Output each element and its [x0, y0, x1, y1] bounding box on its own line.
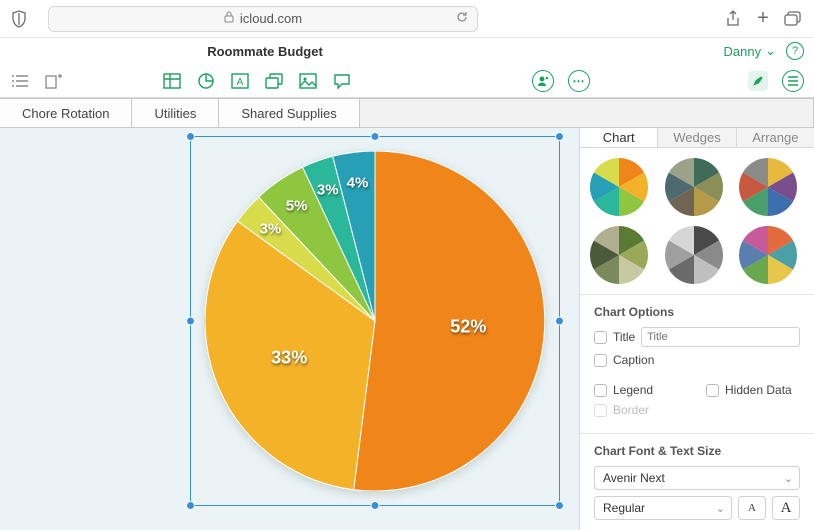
resize-handle[interactable]	[555, 501, 564, 510]
lock-icon	[224, 11, 234, 26]
insert-chart-icon[interactable]	[196, 71, 216, 91]
chart-font-heading: Chart Font & Text Size	[594, 444, 800, 458]
format-brush-icon[interactable]	[748, 71, 768, 91]
font-smaller-button[interactable]: A	[738, 496, 766, 520]
resize-handle[interactable]	[371, 132, 380, 141]
chart-style-option[interactable]	[665, 158, 723, 216]
font-weight-select[interactable]: Regular	[594, 496, 732, 520]
hidden-data-label: Hidden Data	[725, 383, 792, 397]
pie-slice-label: 3%	[317, 181, 339, 198]
user-menu[interactable]: Danny ⌄	[724, 43, 776, 59]
insert-table-icon[interactable]	[162, 71, 182, 91]
chart-options-heading: Chart Options	[594, 305, 800, 319]
share-icon[interactable]	[722, 8, 744, 30]
organize-icon[interactable]	[782, 70, 804, 92]
chevron-down-icon: ⌄	[765, 43, 776, 59]
hidden-data-checkbox[interactable]	[706, 384, 719, 397]
resize-handle[interactable]	[371, 501, 380, 510]
chart-style-option[interactable]	[590, 158, 648, 216]
resize-handle[interactable]	[186, 501, 195, 510]
spreadsheet-canvas[interactable]: 52%33%3%5%3%4%	[0, 128, 579, 530]
caption-checkbox[interactable]	[594, 354, 607, 367]
pie-chart[interactable]: 52%33%3%5%3%4%	[205, 151, 545, 491]
chart-style-option[interactable]	[665, 226, 723, 284]
document-title: Roommate Budget	[145, 44, 385, 59]
more-icon[interactable]: ⋯	[568, 70, 590, 92]
view-list-icon[interactable]	[10, 71, 30, 91]
pie-slice-label: 4%	[347, 174, 369, 191]
privacy-shield-icon[interactable]	[10, 10, 28, 28]
chart-style-option[interactable]	[590, 226, 648, 284]
resize-handle[interactable]	[555, 317, 564, 326]
tabs-overview-icon[interactable]	[782, 8, 804, 30]
address-bar[interactable]: icloud.com	[48, 6, 478, 32]
url-text: icloud.com	[240, 11, 302, 26]
sheet-tab[interactable]: Utilities	[132, 98, 219, 127]
border-checkbox	[594, 404, 607, 417]
resize-handle[interactable]	[555, 132, 564, 141]
inspector-tab[interactable]: Arrange	[737, 128, 814, 147]
add-category-icon[interactable]	[44, 71, 64, 91]
pie-slice-label: 52%	[450, 316, 486, 337]
sheet-tab[interactable]: Shared Supplies	[219, 98, 359, 127]
format-inspector: ChartWedgesArrange Chart Options Title C…	[579, 128, 814, 530]
title-input[interactable]	[641, 327, 800, 347]
legend-checkbox[interactable]	[594, 384, 607, 397]
svg-text:A: A	[237, 77, 244, 88]
pie-slice-label: 33%	[271, 348, 307, 369]
chart-style-option[interactable]	[739, 226, 797, 284]
inspector-tab[interactable]: Chart	[580, 128, 658, 147]
insert-shape-icon[interactable]	[264, 71, 284, 91]
new-tab-icon[interactable]: +	[752, 8, 774, 30]
inspector-tab[interactable]: Wedges	[658, 128, 736, 147]
font-family-select[interactable]: Avenir Next	[594, 466, 800, 490]
reload-icon[interactable]	[455, 10, 469, 27]
border-label: Border	[613, 403, 649, 417]
sheet-tab[interactable]: Chore Rotation	[0, 98, 132, 127]
help-icon[interactable]: ?	[786, 42, 804, 60]
font-larger-button[interactable]: A	[772, 496, 800, 520]
resize-handle[interactable]	[186, 132, 195, 141]
resize-handle[interactable]	[186, 317, 195, 326]
title-label: Title	[613, 330, 635, 344]
caption-label: Caption	[613, 353, 654, 367]
insert-comment-icon[interactable]	[332, 71, 352, 91]
user-name: Danny	[724, 44, 762, 59]
title-checkbox[interactable]	[594, 331, 607, 344]
chart-selection[interactable]: 52%33%3%5%3%4%	[190, 136, 560, 506]
chart-style-option[interactable]	[739, 158, 797, 216]
pie-slice-label: 3%	[260, 220, 282, 237]
chart-style-grid	[580, 148, 814, 295]
sheet-tab-spacer	[360, 98, 814, 127]
collaborate-icon[interactable]	[532, 70, 554, 92]
insert-text-icon[interactable]: A	[230, 71, 250, 91]
legend-label: Legend	[613, 383, 653, 397]
insert-media-icon[interactable]	[298, 71, 318, 91]
pie-slice-label: 5%	[286, 197, 308, 214]
